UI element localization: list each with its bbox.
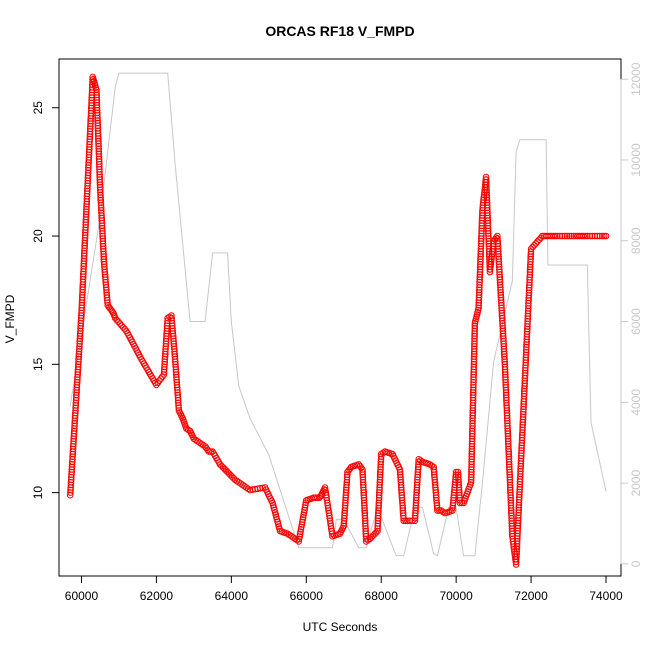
y-tick-label: 15 <box>31 357 45 371</box>
data-point <box>298 521 306 528</box>
altitude-line-layer <box>69 72 607 557</box>
x-tick-label: 64000 <box>215 589 249 603</box>
data-point <box>296 533 304 540</box>
data-point <box>400 517 408 525</box>
data-point <box>119 324 127 331</box>
data-point <box>298 523 305 531</box>
data-point <box>550 232 557 240</box>
data-point <box>566 232 573 240</box>
data-point <box>295 538 303 545</box>
data-point <box>492 234 500 241</box>
data-point <box>104 299 111 307</box>
data-point <box>527 248 535 255</box>
y2-tick-label: 12000 <box>629 62 643 96</box>
data-point <box>580 232 587 240</box>
y2-tick-label: 8000 <box>629 227 643 254</box>
data-point <box>596 232 604 240</box>
y2-tick-label: 10000 <box>629 143 643 177</box>
data-point <box>295 535 303 543</box>
y2-tick-label: 6000 <box>629 308 643 335</box>
data-point <box>259 484 266 492</box>
data-point <box>591 232 599 240</box>
data-point <box>563 232 571 240</box>
y2-tick-label: 2000 <box>629 469 643 496</box>
y2-tick-label: 0 <box>629 560 643 567</box>
data-point <box>532 240 540 247</box>
data-point <box>402 517 409 525</box>
data-point <box>554 232 561 240</box>
data-point <box>599 232 606 240</box>
data-point <box>116 320 124 327</box>
data-point <box>602 232 610 240</box>
data-point <box>582 232 589 240</box>
data-point <box>589 232 596 240</box>
data-point <box>312 494 319 502</box>
x-axis: 60000 62000 64000 66000 68000 70000 72000 74000 <box>65 575 623 603</box>
x-tick-label: 66000 <box>290 589 324 603</box>
data-point <box>249 486 256 493</box>
x-tick-label: 60000 <box>65 589 99 603</box>
data-point <box>296 530 304 538</box>
data-point <box>417 457 424 464</box>
data-point <box>301 506 308 514</box>
data-point <box>297 526 305 533</box>
data-point <box>111 314 119 322</box>
data-point <box>404 517 411 525</box>
chart-title: ORCAS RF18 V_FMPD <box>265 23 414 39</box>
plot-frame <box>58 58 622 577</box>
data-point <box>357 464 365 472</box>
data-point <box>317 493 324 500</box>
data-point <box>299 518 306 526</box>
data-point <box>436 507 443 514</box>
data-point <box>256 485 264 492</box>
data-point <box>594 232 601 240</box>
data-point <box>300 509 308 516</box>
y-tick-label: 25 <box>31 101 45 115</box>
x-tick-label: 70000 <box>439 589 473 603</box>
x-axis-label: UTC Seconds <box>303 620 378 634</box>
data-point <box>300 511 307 519</box>
data-point <box>556 232 564 240</box>
data-point <box>586 232 594 240</box>
data-point <box>428 462 436 470</box>
x-tick-label: 68000 <box>365 589 399 603</box>
data-point <box>600 232 608 240</box>
data-point <box>175 404 182 412</box>
data-point <box>559 232 566 240</box>
data-point <box>561 232 569 240</box>
y2-axis: 0 2000 4000 6000 8000 10000 12000 <box>620 62 643 567</box>
data-point <box>535 236 543 243</box>
data-point <box>302 501 309 509</box>
data-point <box>372 529 380 536</box>
x-tick-label: 62000 <box>140 589 174 603</box>
data-point <box>299 516 307 523</box>
data-point <box>471 322 479 330</box>
data-point <box>377 453 385 461</box>
x-tick-label: 72000 <box>514 589 548 603</box>
y-tick-label: 20 <box>31 229 45 243</box>
data-point <box>406 517 414 525</box>
data-point <box>552 232 559 240</box>
data-point <box>246 486 254 494</box>
data-point <box>527 245 535 253</box>
x-tick-label: 74000 <box>589 589 623 603</box>
data-point <box>115 318 122 326</box>
y2-tick-label: 4000 <box>629 389 643 416</box>
altitude-line <box>69 72 607 557</box>
data-point <box>568 232 575 240</box>
y-axis: 10 15 20 25 <box>31 101 60 500</box>
y-tick-label: 10 <box>31 486 45 500</box>
data-point <box>531 241 538 249</box>
data-point <box>301 504 309 511</box>
y-axis-label: V_FMPD <box>3 294 17 343</box>
data-point-layer <box>66 73 610 568</box>
data-point <box>299 513 307 521</box>
data-point <box>584 232 591 240</box>
data-point <box>297 528 304 536</box>
data-point <box>344 471 351 479</box>
